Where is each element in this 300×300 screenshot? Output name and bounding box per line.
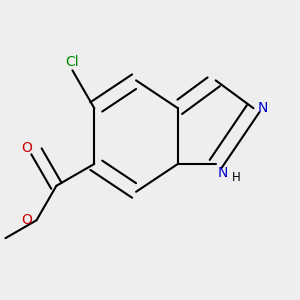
Text: O: O [21, 141, 32, 155]
Text: N: N [257, 101, 268, 115]
Text: H: H [232, 171, 241, 184]
Text: O: O [22, 213, 32, 227]
Text: N: N [218, 166, 228, 180]
Text: Cl: Cl [66, 55, 79, 69]
